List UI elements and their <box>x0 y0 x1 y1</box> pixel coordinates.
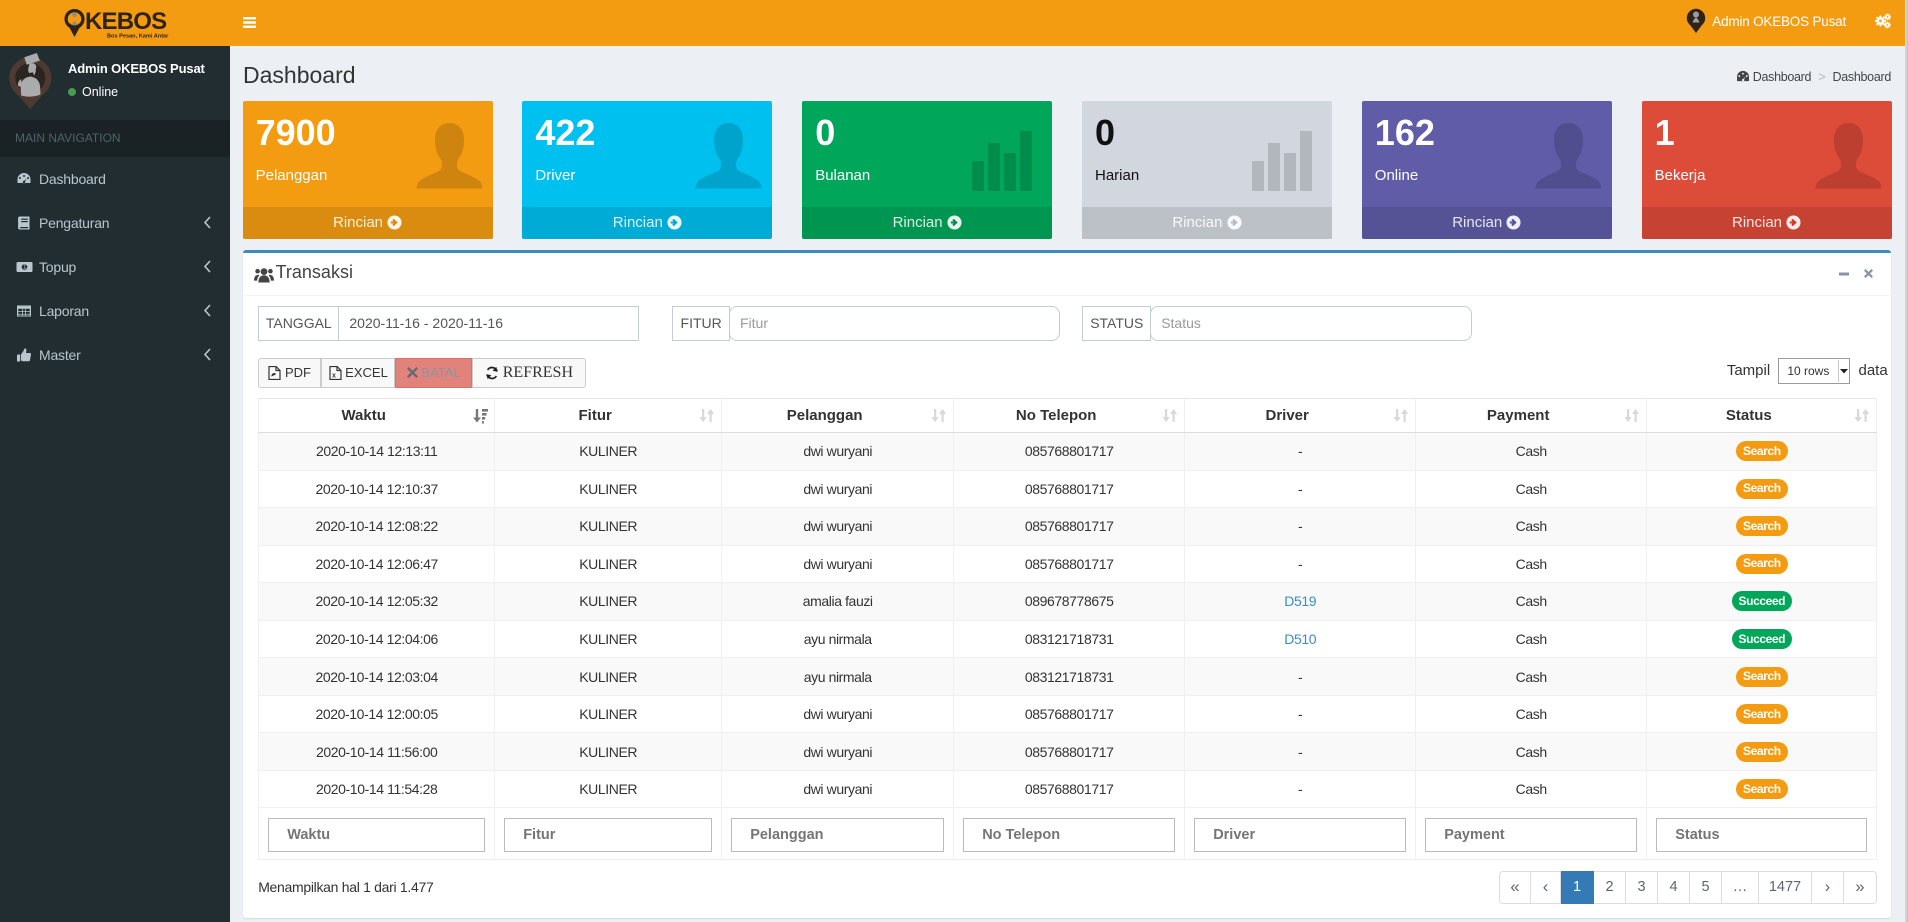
svg-text:Bos Pesan, Kami Antar: Bos Pesan, Kami Antar <box>107 34 169 40</box>
svg-text:KEBOS: KEBOS <box>85 8 167 35</box>
svg-text:x: x <box>332 373 336 380</box>
svg-text:1: 1 <box>23 265 27 271</box>
